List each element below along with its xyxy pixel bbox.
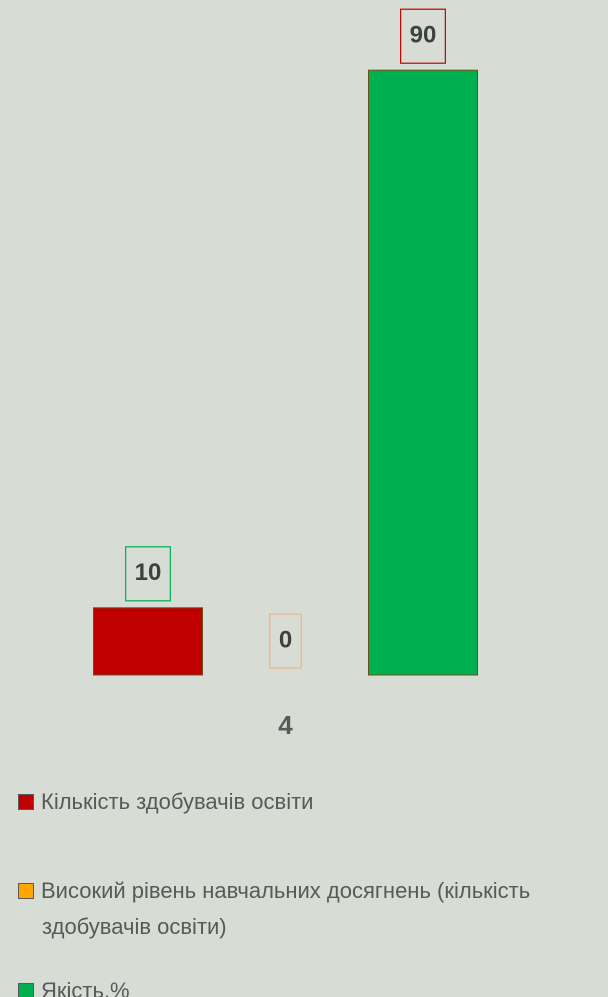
bar [93, 607, 203, 676]
legend-label: Якість,% [41, 978, 130, 997]
data-label-box [269, 613, 302, 669]
data-label-box [400, 8, 446, 64]
data-label-box [125, 546, 171, 602]
chart: 4 10 0 90 [93, 8, 478, 740]
bar [368, 69, 478, 676]
x-tick-label: 4 [278, 710, 293, 740]
legend-item: Кількість здобувачів освіти [18, 784, 608, 820]
legend-item: Якість,% [18, 973, 608, 997]
data-label: 10 [135, 559, 162, 586]
data-label: 90 [410, 22, 437, 49]
legend-label: Високий рівень навчальних досягнень (кіл… [41, 878, 531, 939]
data-label: 0 [279, 626, 292, 653]
legend-label: Кількість здобувачів освіти [41, 789, 314, 814]
legend-swatch [18, 883, 34, 899]
legend-item: Високий рівень навчальних досягнень (кіл… [18, 873, 608, 945]
legend-swatch [18, 794, 34, 810]
legend-swatch [18, 983, 34, 997]
